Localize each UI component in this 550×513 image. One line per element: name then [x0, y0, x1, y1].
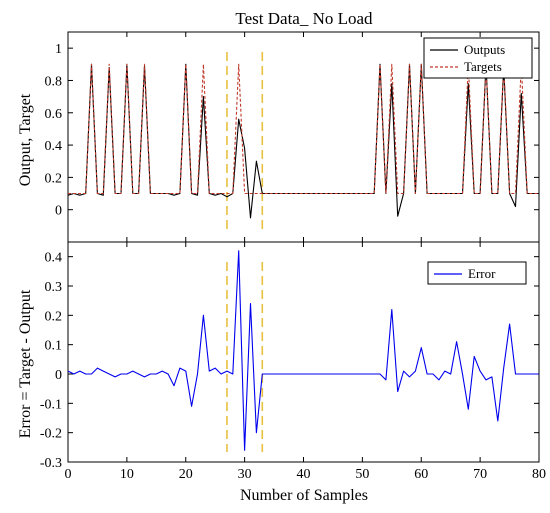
x-tick-label: 0 [65, 467, 72, 482]
y-tick-label: 0 [55, 204, 62, 219]
y-tick-label: 0.4 [45, 139, 63, 154]
bottom-y-axis-label: Error = Target - Output [17, 289, 34, 438]
legend: Outputs Targets [423, 37, 533, 79]
top-y-axis-label: Output, Target [17, 93, 34, 186]
x-tick-label: 80 [532, 467, 546, 482]
x-tick-label: 10 [120, 467, 134, 482]
y-tick-label: 0.1 [45, 339, 63, 354]
legend-box [423, 37, 533, 79]
x-axis-label: Number of Samples [240, 487, 368, 504]
series-line-outputs [67, 63, 539, 219]
legend-box [427, 261, 527, 285]
y-tick-label: 0.2 [45, 171, 63, 186]
y-tick-label: 0 [55, 368, 62, 383]
legend-label: Outputs [464, 42, 505, 57]
x-tick-label: 60 [414, 467, 428, 482]
y-tick-label: 0.8 [45, 74, 63, 89]
top-panel: Test Data_ No Load Output, Target 0 0.2 0.… [17, 9, 540, 243]
legend: Error [427, 261, 527, 285]
y-tick-label: -0.2 [40, 427, 62, 442]
y-tick-label: 1 [55, 42, 62, 57]
y-tick-label: -0.1 [40, 397, 62, 412]
y-tick-label: 0.3 [45, 280, 63, 295]
y-tick-label: -0.3 [40, 456, 62, 471]
y-tick-label: 0.6 [45, 107, 63, 122]
y-tick-label: 0.4 [45, 251, 63, 266]
x-tick-label: 70 [473, 467, 487, 482]
y-tick-label: 0.2 [45, 309, 63, 324]
x-tick-label: 50 [355, 467, 369, 482]
x-tick-label: 30 [238, 467, 252, 482]
top-plot-area: 0 0.2 0.4 0.6 0.8 1 Outputs Targets [45, 31, 540, 243]
legend-label: Targets [464, 59, 502, 74]
chart-title: Test Data_ No Load [235, 9, 373, 28]
bottom-panel: Error = Target - Output Number of Sample… [17, 241, 546, 504]
legend-label: Error [468, 266, 496, 281]
bottom-plot-area: -0.3 -0.2 -0.1 0 0.1 0.2 0.3 0.4 0 10 20 30 40 50 60 70… [40, 241, 546, 482]
series-line-error [67, 250, 539, 451]
x-tick-label: 20 [179, 467, 193, 482]
x-tick-label: 40 [297, 467, 311, 482]
